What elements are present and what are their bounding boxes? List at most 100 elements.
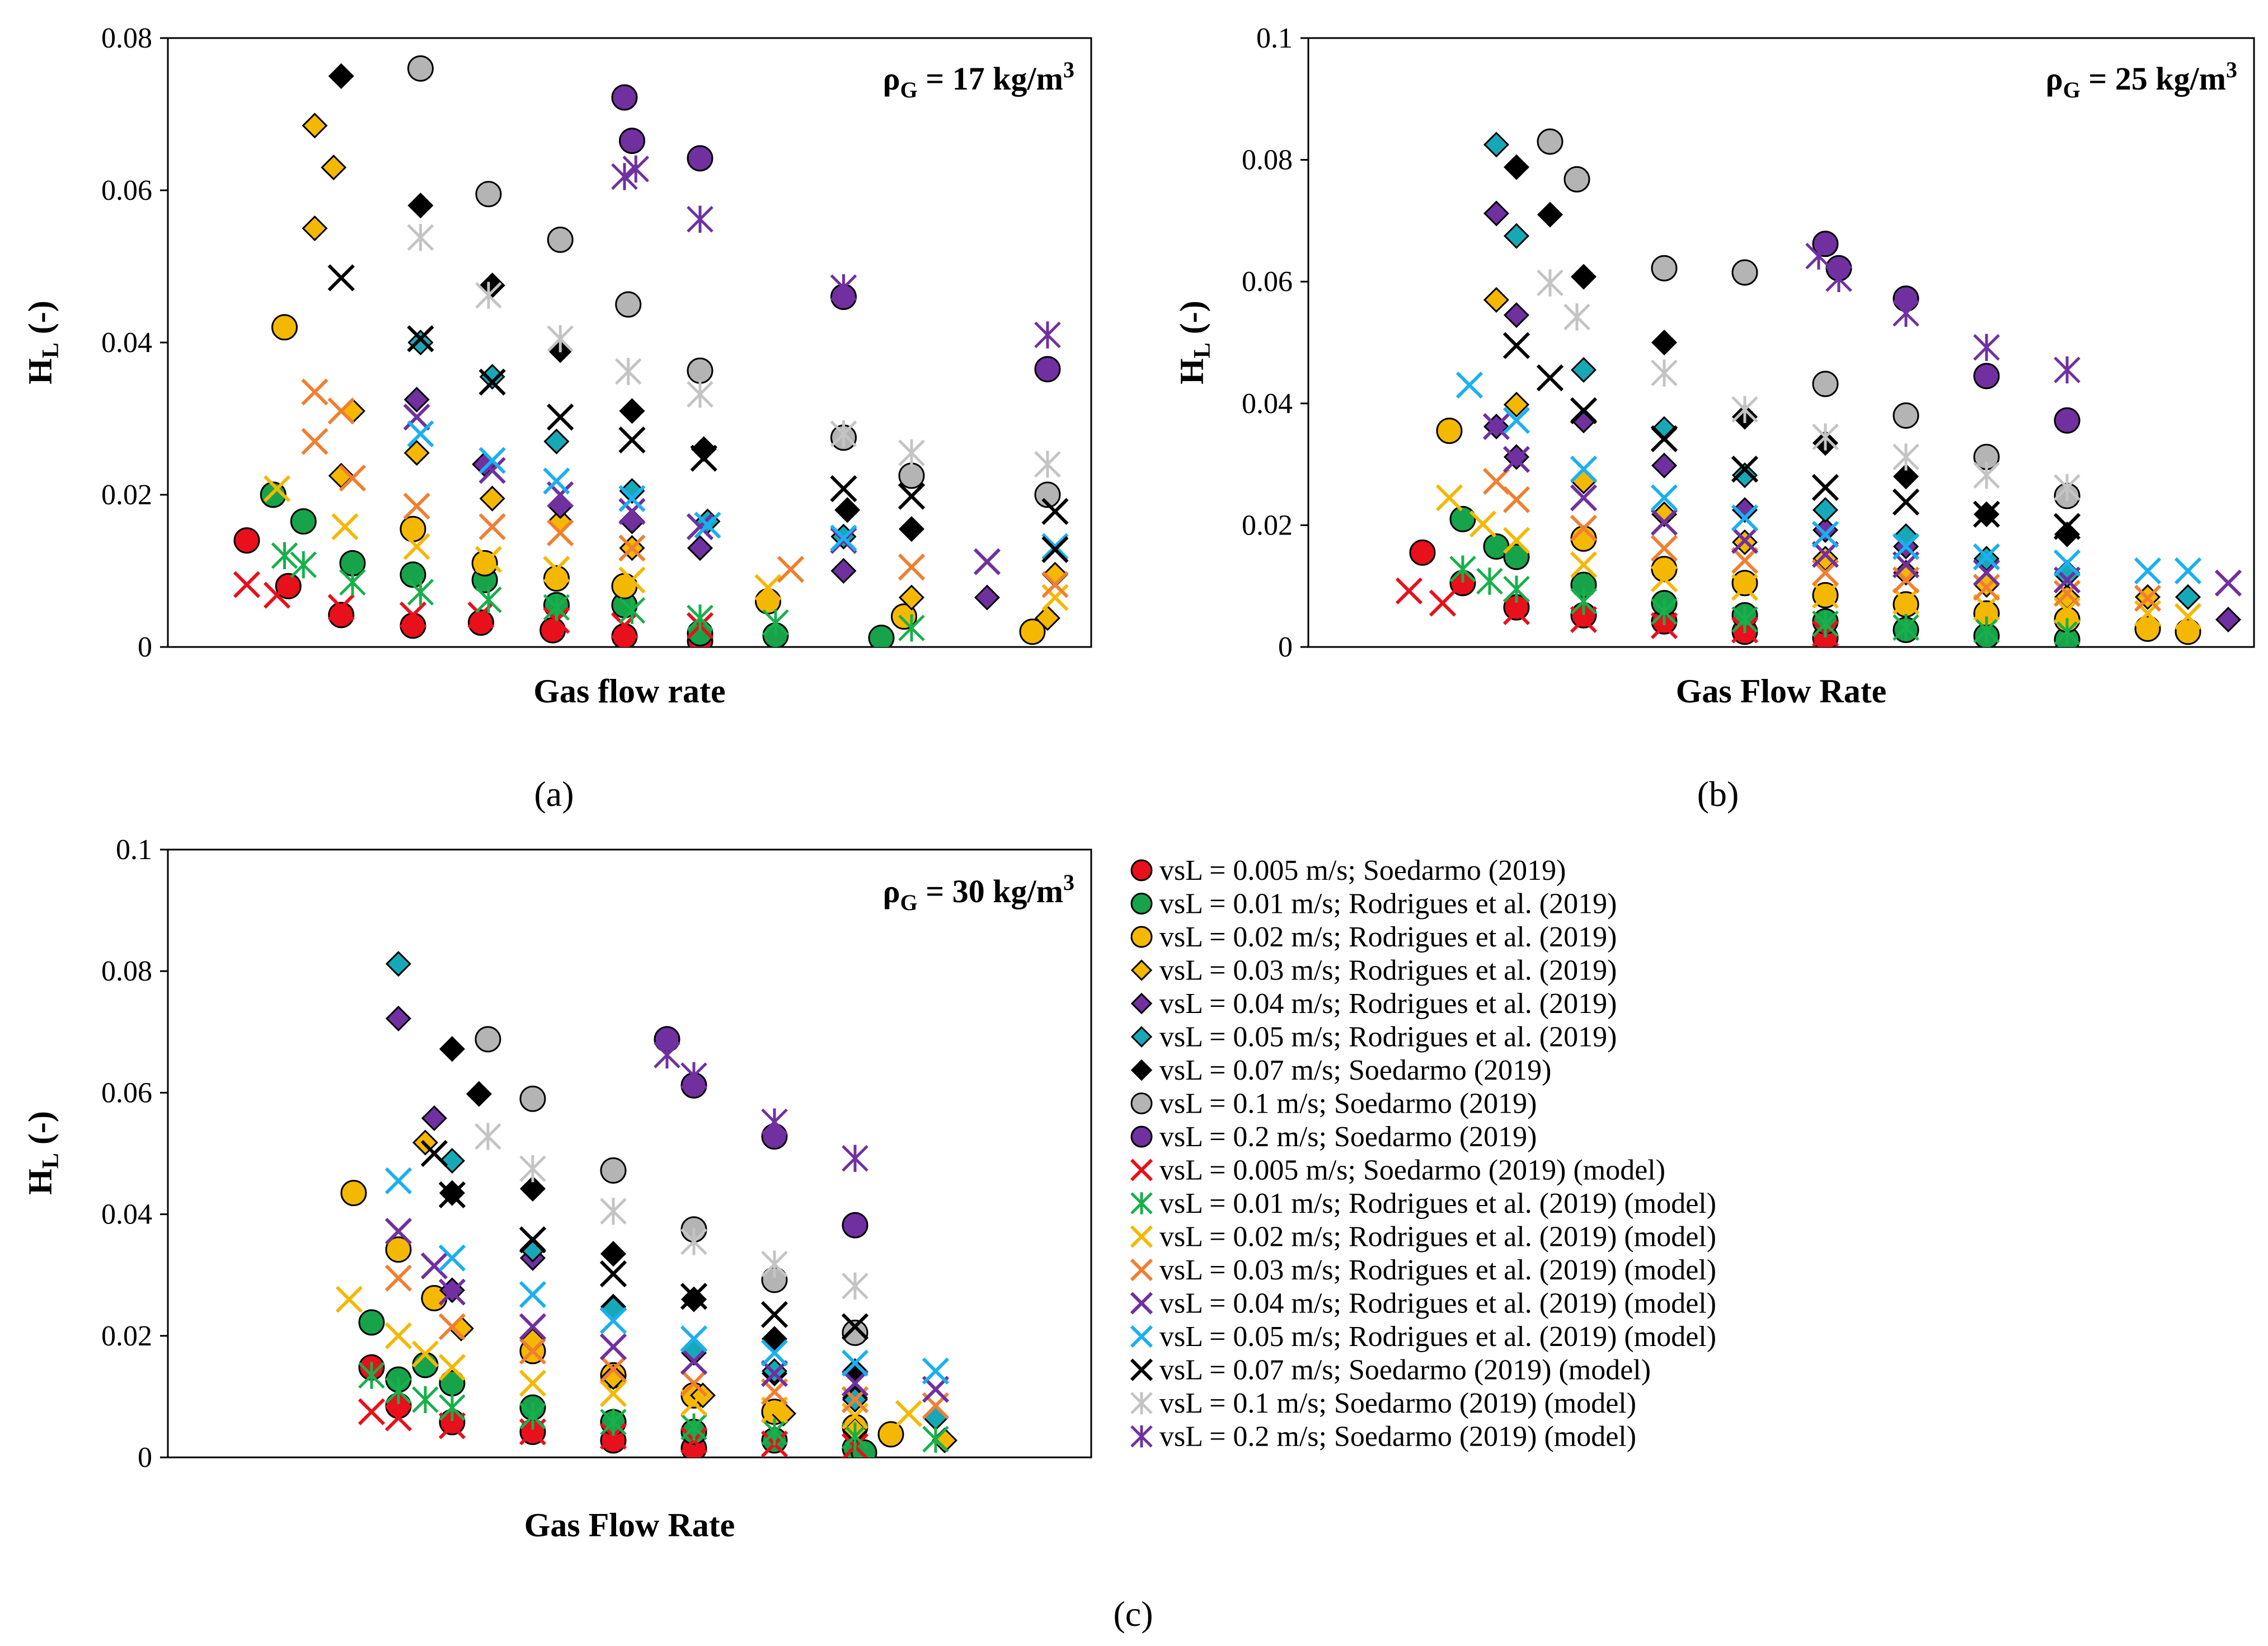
data-point [1651, 556, 1678, 583]
legend-entry: vsL = 0.2 m/s; Soedarmo (2019) [1130, 1121, 1537, 1153]
data-point [654, 1041, 680, 1069]
data-point [420, 1139, 448, 1167]
data-point [384, 1167, 412, 1194]
legend-label: vsL = 0.01 m/s; Rodrigues et al. (2019) … [1159, 1188, 1716, 1220]
legend-marker [1130, 992, 1153, 1015]
x-axis-title-a: Gas flow rate [533, 673, 725, 710]
data-point [385, 1236, 412, 1263]
data-point [1650, 612, 1678, 640]
data-point [384, 1404, 412, 1432]
data-point [327, 264, 355, 292]
data-point [1409, 539, 1436, 566]
y-tick-label: 0.04 [101, 1199, 152, 1231]
legend-label: vsL = 0.005 m/s; Soedarmo (2019) [1159, 855, 1566, 887]
data-point [1812, 497, 1839, 523]
legend-marker [1130, 1258, 1153, 1282]
legend-label: vsL = 0.01 m/s; Rodrigues et al. (2019) [1159, 888, 1617, 920]
data-point [680, 1062, 707, 1090]
data-point [358, 1362, 385, 1389]
legend-entry: vsL = 0.1 m/s; Soedarmo (2019) (model) [1130, 1387, 1636, 1419]
data-point [1034, 481, 1061, 508]
data-point [618, 498, 646, 526]
data-point [694, 512, 721, 539]
data-point [1811, 473, 1839, 501]
data-point [1502, 446, 1530, 473]
data-point [1731, 462, 1758, 489]
data-point [1811, 520, 1839, 548]
data-point [358, 1309, 385, 1336]
data-point [321, 154, 347, 181]
data-point [384, 1322, 412, 1349]
data-point [420, 1252, 448, 1280]
y-axis-ticks-a: 0 0.02 0.04 0.06 0.08 [101, 22, 168, 663]
data-point [519, 1337, 547, 1365]
legend-label: vsL = 0.04 m/s; Rodrigues et al. (2019) … [1159, 1288, 1716, 1320]
data-point [680, 1413, 707, 1441]
data-point [1731, 259, 1758, 286]
data-point [475, 586, 502, 613]
data-point [618, 485, 646, 512]
data-point [421, 1105, 448, 1132]
data-point [1503, 154, 1530, 180]
legend-marker [1130, 1092, 1153, 1114]
legend-marker [1130, 1192, 1153, 1214]
data-point [690, 444, 717, 472]
y-tick-label: 0.08 [1242, 144, 1293, 176]
data-point [1650, 508, 1678, 536]
data-point [1973, 594, 2001, 621]
data-point [687, 357, 713, 384]
data-point [611, 84, 638, 111]
data-point [615, 291, 642, 318]
data-point [407, 420, 434, 448]
data-point [599, 1260, 627, 1288]
data-point [687, 205, 713, 233]
data-point [898, 482, 926, 510]
legend-marker [1130, 893, 1153, 915]
data-point [2174, 557, 2202, 585]
data-point [2175, 618, 2201, 645]
data-point [1570, 357, 1597, 383]
data-point [687, 604, 713, 632]
chart-panel-c: 00.020.040.060.080.1 ρG = 30 kg/m3 Gas F… [22, 834, 1153, 1634]
data-point [1449, 506, 1476, 533]
data-point [1429, 589, 1457, 617]
data-point [841, 1313, 869, 1340]
data-points-b [1395, 128, 2242, 647]
y-tick-label: 0.1 [1256, 22, 1293, 54]
data-point [411, 1340, 439, 1368]
data-point [543, 428, 570, 454]
data-point [1041, 533, 1069, 560]
data-point [754, 574, 782, 602]
data-point [841, 1349, 869, 1377]
data-point [1570, 484, 1598, 512]
data-point [1811, 582, 1839, 609]
data-point [1731, 574, 1759, 601]
data-point [830, 524, 857, 552]
data-point [1973, 500, 2001, 528]
data-point [2054, 521, 2081, 547]
data-point [385, 1377, 412, 1404]
y-tick-label: 0.08 [101, 22, 152, 54]
data-point [680, 1286, 707, 1312]
data-point [1651, 598, 1678, 626]
data-point [466, 1081, 492, 1107]
data-point [834, 497, 861, 523]
legend-entry: vsL = 0.05 m/s; Rodrigues et al. (2019) … [1130, 1321, 1716, 1353]
data-point [302, 112, 328, 139]
legend-marker [1130, 1292, 1153, 1315]
legend-marker [1130, 1325, 1153, 1348]
data-point [519, 1175, 546, 1202]
legend-marker [1130, 1392, 1153, 1414]
data-point [547, 519, 574, 547]
legend-entry: vsL = 0.07 m/s; Soedarmo (2019) [1130, 1054, 1551, 1086]
data-point [301, 378, 328, 406]
legend-entry: vsL = 0.2 m/s; Soedarmo (2019) (model) [1130, 1421, 1636, 1453]
data-point [762, 609, 789, 636]
data-point [331, 513, 359, 541]
data-point [686, 513, 714, 541]
data-point [475, 181, 502, 208]
legend-marker [1130, 926, 1153, 948]
y-tick-label: 0.06 [101, 175, 152, 207]
data-point [1731, 396, 1758, 423]
data-point [2174, 603, 2202, 630]
